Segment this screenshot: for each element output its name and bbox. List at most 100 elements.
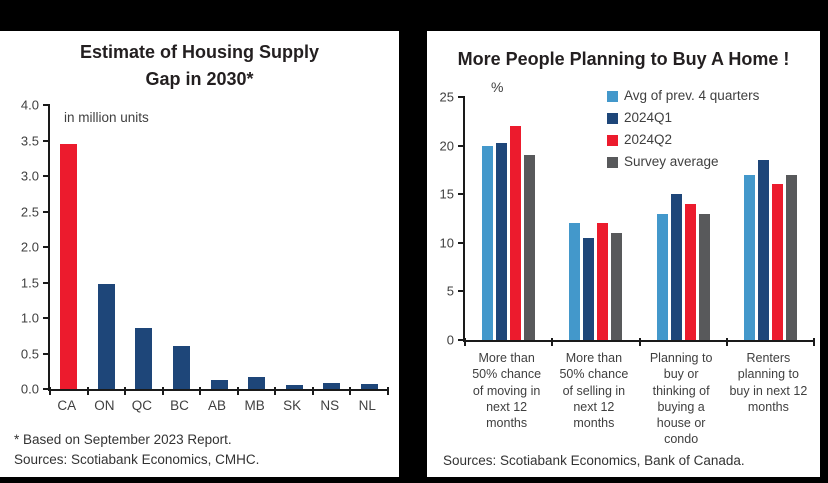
legend-label: 2024Q2 [624, 132, 673, 148]
y-tick-label: 1.5 [20, 275, 39, 290]
x-tick [236, 387, 239, 395]
x-category-label: BC [170, 398, 189, 413]
y-tick [43, 175, 50, 177]
x-tick [161, 387, 164, 395]
right-chart-title: More People Planning to Buy A Home ! [457, 49, 790, 69]
bar-2024q1 [670, 194, 682, 340]
y-tick-label: 3.5 [20, 133, 39, 148]
left-chart-plot-area: in million units 0.0 0.5 1.0 1.5 2.0 2.5 3.0 3.… [21, 99, 389, 396]
bar-slot [275, 105, 313, 389]
legend-row: Avg of prev. 4 quarters [607, 89, 759, 103]
bar-nl [360, 384, 378, 389]
y-tick [43, 246, 50, 248]
x-tick [124, 387, 127, 395]
x-tick [638, 338, 641, 346]
bar-slot [238, 105, 276, 389]
bar-slot [163, 105, 201, 389]
y-tick-label: 1.0 [20, 310, 39, 326]
y-tick [43, 352, 50, 355]
right-chart-plot-area: % Avg of prev. 4 quarters 2024Q1 2024Q2 Sur… [440, 79, 815, 347]
y-tick-label: 5 [446, 283, 454, 299]
x-tick [199, 387, 202, 395]
legend-label: Avg of prev. 4 quarters [624, 88, 760, 104]
bar-bc [172, 345, 190, 389]
bar-sk [285, 384, 303, 389]
y-tick-label: 10 [439, 235, 454, 251]
legend-label: Survey average [624, 154, 719, 170]
y-tick [458, 339, 465, 341]
bar-on [97, 283, 115, 389]
bar-avg-of-prev-4-quarters [743, 174, 755, 340]
x-tick [725, 338, 728, 346]
y-tick-label: 15 [439, 186, 454, 202]
right-chart-bars [465, 97, 814, 340]
y-tick-label: 2.5 [20, 204, 39, 219]
x-category-label: AB [208, 398, 227, 413]
bar-2024q2 [684, 203, 696, 340]
bar-group [465, 97, 552, 340]
left-chart-footnote: * Based on September 2023 Report. [14, 432, 232, 447]
y-tick [458, 193, 465, 196]
y-tick [43, 104, 50, 106]
y-tick [43, 281, 50, 284]
x-tick [551, 338, 554, 346]
bar-survey-average [698, 213, 710, 340]
bar-survey-average [611, 233, 623, 340]
y-tick-label: 0.5 [20, 346, 39, 361]
right-chart-unit-annotation: % [491, 79, 504, 95]
y-tick-label: 0 [446, 332, 454, 348]
x-tick [387, 387, 389, 395]
x-tick [49, 387, 51, 395]
x-category-label: Renters planning to buy in next 12 month… [729, 351, 808, 414]
x-tick [813, 338, 815, 346]
y-tick [458, 96, 465, 98]
bar-ab [210, 379, 228, 389]
y-tick [43, 317, 50, 319]
x-category-label: QC [131, 398, 153, 413]
x-category-label: More than 50% chance of moving in next 1… [472, 351, 542, 430]
bar-2024q2 [597, 223, 609, 340]
bar-slot [313, 105, 351, 389]
x-category-label: ON [94, 398, 115, 413]
y-tick [458, 144, 465, 147]
left-chart-x-axis-labels: CA ON QC BC AB MB SK NS NL [48, 398, 386, 413]
x-tick [274, 387, 277, 395]
x-tick [86, 387, 89, 395]
right-chart-x-axis-labels: More than 50% chance of moving in next 1… [463, 350, 812, 448]
bar-avg-of-prev-4-quarters [656, 213, 668, 340]
bar-slot [351, 105, 389, 389]
left-chart-source: Sources: Scotiabank Economics, CMHC. [14, 452, 260, 468]
x-tick [311, 387, 314, 395]
right-chart-notes: Sources: Scotiabank Economics, Bank of C… [443, 453, 745, 468]
x-category-label: NL [358, 398, 376, 413]
y-tick [458, 290, 465, 293]
legend-swatch [607, 156, 618, 168]
left-chart-title: Estimate of Housing Supply Gap in 2030* [79, 42, 320, 89]
legend-swatch [607, 90, 618, 102]
left-chart-bars [50, 105, 388, 389]
x-category-label: More than 50% chance of selling in next … [559, 351, 629, 430]
legend-swatch [607, 134, 618, 146]
legend-row: 2024Q1 [607, 111, 759, 125]
y-tick [43, 139, 50, 142]
y-tick-label: 3.0 [20, 168, 39, 184]
planning-to-buy-panel: More People Planning to Buy A Home ! % A… [427, 31, 820, 477]
bar-2024q1 [757, 160, 769, 340]
bar-2024q1 [496, 142, 508, 340]
bar-2024q1 [583, 237, 595, 340]
legend-row: 2024Q2 [607, 133, 759, 147]
bar-slot [50, 105, 88, 389]
bar-ns [323, 383, 341, 389]
y-tick [458, 241, 465, 244]
y-tick [43, 210, 50, 213]
x-category-label: NS [320, 398, 340, 413]
left-chart-notes: * Based on September 2023 Report. Source… [14, 430, 259, 471]
bar-qc [135, 327, 153, 389]
bar-slot [88, 105, 126, 389]
bar-2024q2 [771, 184, 783, 340]
bar-slot [200, 105, 238, 389]
bar-survey-average [785, 174, 797, 340]
bar-2024q2 [510, 126, 522, 340]
legend-label: 2024Q1 [624, 110, 673, 126]
